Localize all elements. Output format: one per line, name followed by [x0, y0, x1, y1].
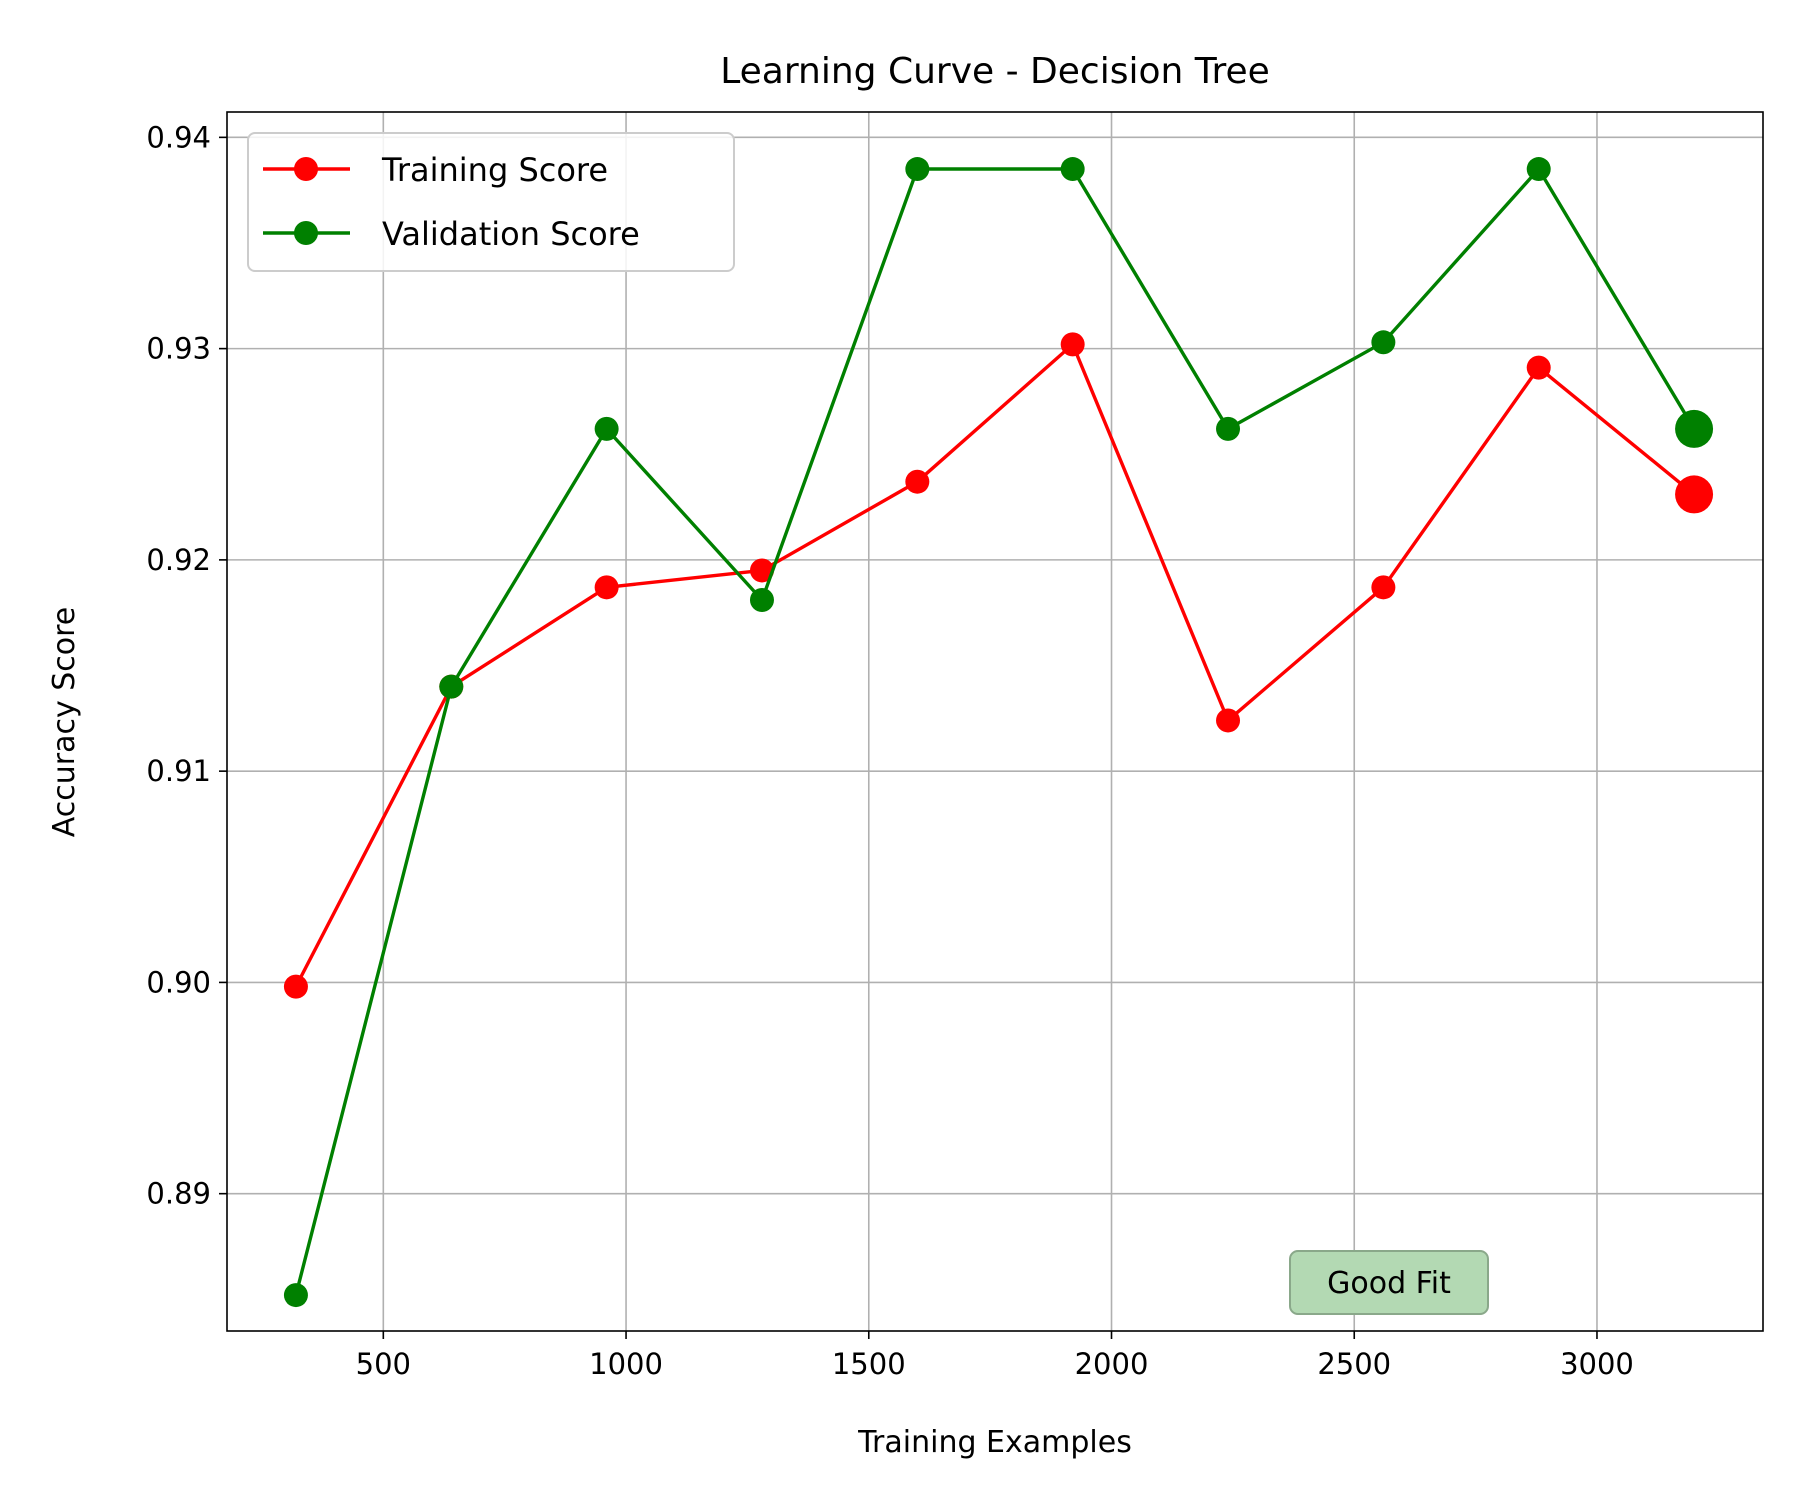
data-point-validation-score	[905, 157, 930, 182]
x-axis-title: Training Examples	[857, 1425, 1132, 1460]
x-tick-label: 1000	[589, 1347, 663, 1381]
y-tick-label: 0.91	[146, 754, 211, 788]
annotation-text: Good Fit	[1327, 1266, 1451, 1301]
legend: Training Score Validation Score	[247, 132, 735, 272]
legend-marker-training	[294, 157, 318, 181]
data-point-validation-score	[749, 588, 774, 613]
y-tick-label: 0.94	[146, 120, 211, 154]
y-tick-label: 0.93	[146, 332, 211, 366]
x-tick-label: 2000	[1075, 1347, 1149, 1381]
data-point-training-score	[1060, 332, 1085, 357]
data-point-validation-score	[1526, 157, 1551, 182]
data-point-validation-score	[439, 674, 464, 699]
data-point-validation-score	[594, 416, 619, 441]
data-point-training-score	[594, 575, 619, 600]
legend-marker-validation	[294, 221, 318, 245]
data-point-training-score	[1675, 475, 1714, 514]
data-point-validation-score	[283, 1283, 308, 1308]
x-tick-label: 3000	[1560, 1347, 1634, 1381]
y-tick-label: 0.89	[146, 1177, 211, 1211]
chart-title: Learning Curve - Decision Tree	[720, 51, 1270, 92]
data-point-validation-score	[1060, 157, 1085, 182]
legend-entry-validation: Validation Score	[263, 215, 640, 253]
data-point-training-score	[1371, 575, 1396, 600]
x-tick-label: 500	[356, 1347, 411, 1381]
x-tick-label: 2500	[1317, 1347, 1391, 1381]
data-point-training-score	[905, 469, 930, 494]
data-point-training-score	[283, 974, 308, 999]
axis-ticks: 500 1000 1500 2000 2500 3000 0.89 0.90 0.91 0.92 0…	[146, 120, 1633, 1381]
data-point-validation-score	[1216, 416, 1241, 441]
data-point-validation-score	[1675, 409, 1714, 448]
series-layer	[283, 157, 1714, 1308]
series-line-validation-score	[294, 167, 1696, 1296]
annotation: Good Fit	[1289, 1250, 1489, 1315]
legend-label-validation: Validation Score	[382, 215, 640, 253]
y-tick-label: 0.92	[146, 543, 211, 577]
data-point-training-score	[1216, 708, 1241, 733]
data-point-validation-score	[1371, 330, 1396, 355]
plot-frame	[226, 111, 1764, 1332]
y-axis-title: Accuracy Score	[47, 607, 82, 838]
legend-box	[247, 132, 735, 272]
legend-entry-training: Training Score	[263, 151, 608, 189]
data-point-training-score	[1526, 355, 1551, 380]
legend-label-training: Training Score	[381, 151, 608, 189]
grid-lines	[227, 112, 1763, 1331]
y-tick-label: 0.90	[146, 965, 211, 999]
data-point-training-score	[749, 558, 774, 583]
annotation-box	[1289, 1250, 1489, 1315]
series-line-training-score	[294, 342, 1696, 988]
x-tick-label: 1500	[832, 1347, 906, 1381]
